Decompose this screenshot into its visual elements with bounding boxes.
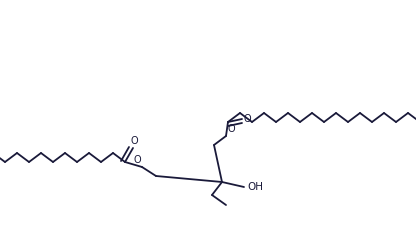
Text: O: O (130, 136, 138, 146)
Text: OH: OH (247, 182, 263, 192)
Text: O: O (134, 155, 141, 165)
Text: O: O (244, 114, 252, 124)
Text: O: O (228, 124, 235, 134)
